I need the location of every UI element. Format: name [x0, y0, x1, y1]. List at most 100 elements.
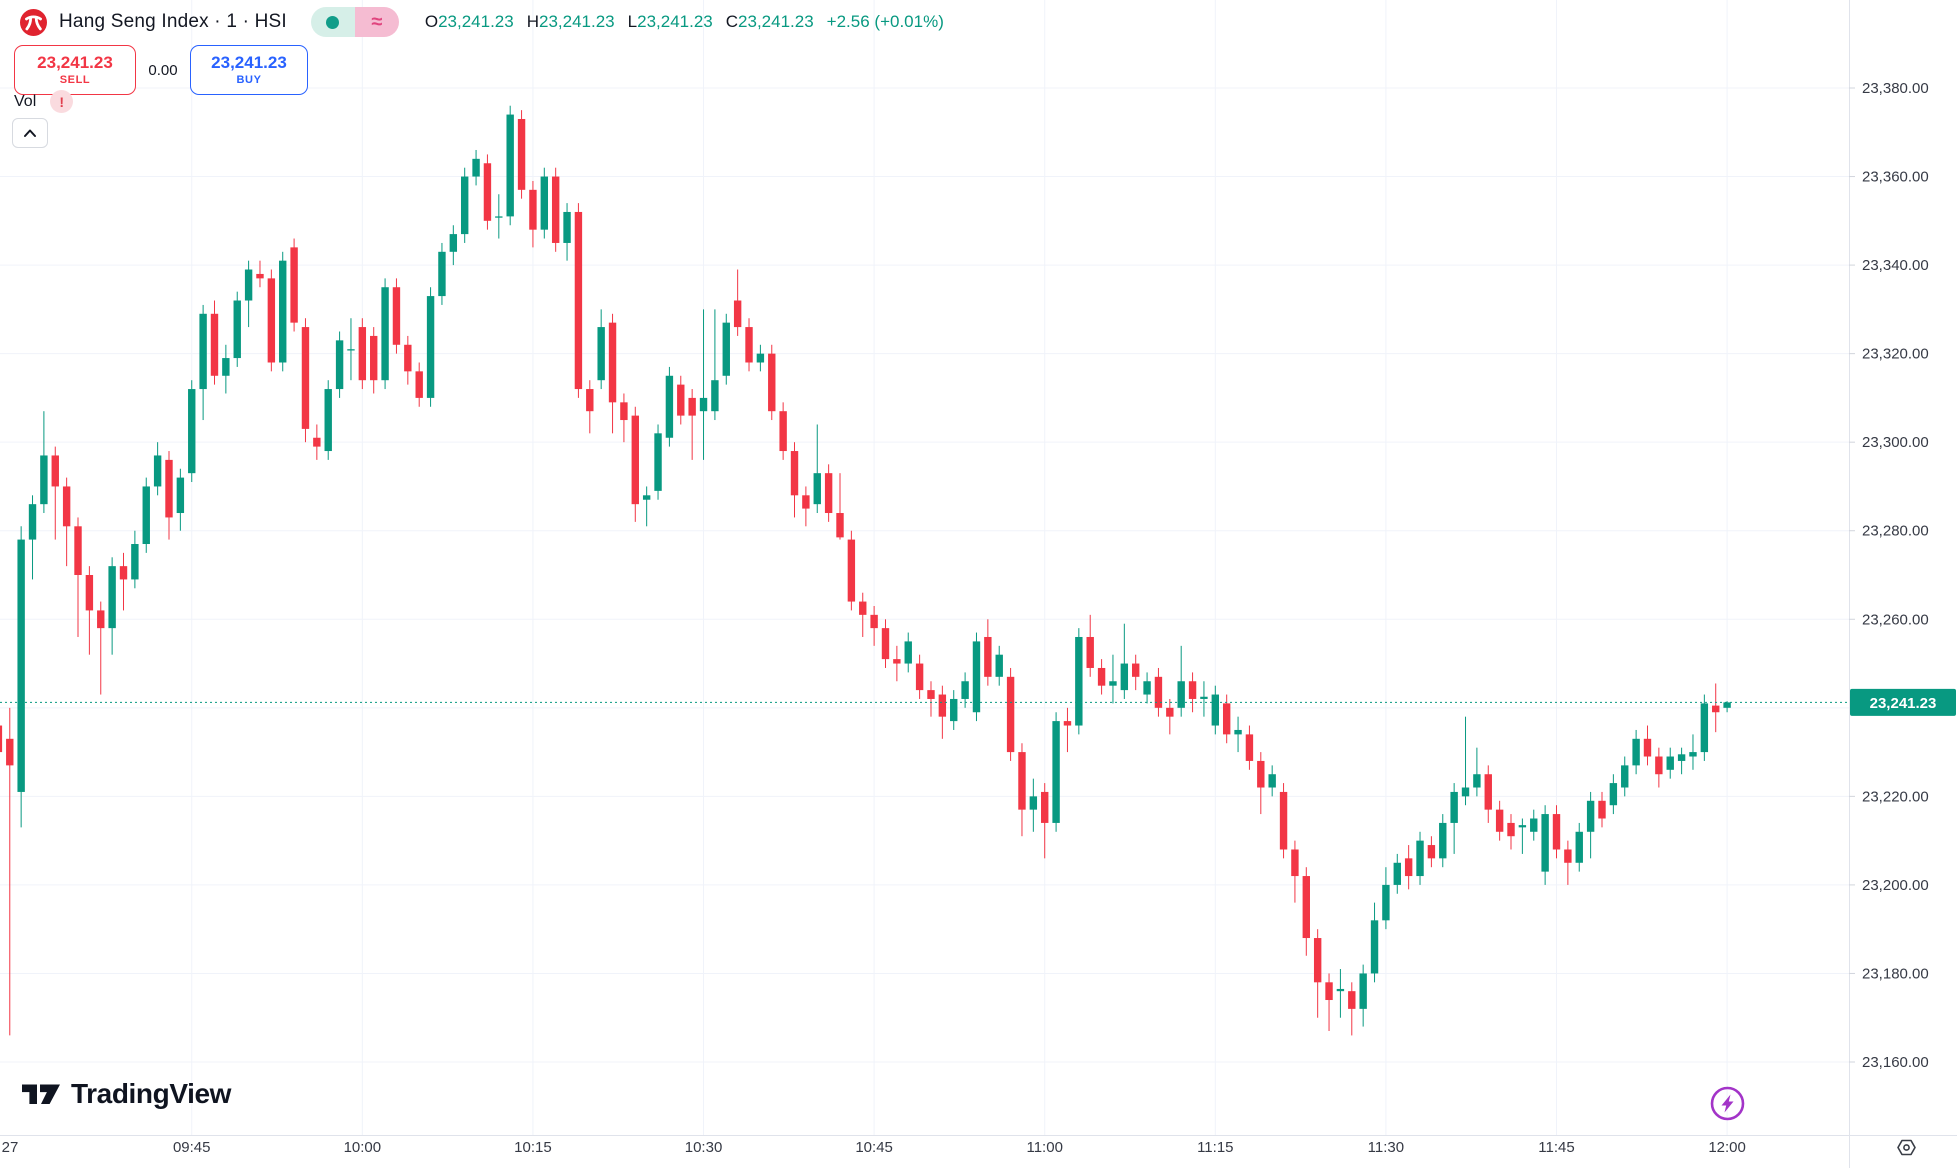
candle [927, 681, 935, 717]
candle-body [1404, 858, 1413, 877]
price-axis-label: 23,200.00 [1862, 877, 1929, 894]
candle-body [586, 389, 594, 412]
candle-body [1291, 849, 1299, 877]
volume-indicator-label[interactable]: Vol [14, 92, 37, 110]
candle [1166, 698, 1174, 735]
candle-body [1063, 721, 1072, 726]
candle [153, 442, 162, 496]
candle-body [506, 114, 514, 217]
price-axis-label: 23,260.00 [1862, 611, 1929, 628]
candle-body [1575, 831, 1583, 863]
candle [1018, 743, 1026, 837]
candle [256, 260, 264, 288]
buy-button[interactable]: 23,241.23 BUY [190, 45, 308, 95]
candle-body [802, 495, 810, 509]
collapse-panel-button[interactable] [12, 118, 48, 148]
candlestick-series [0, 105, 1731, 1036]
candle [1006, 667, 1015, 761]
candle-body [40, 455, 48, 505]
candle-body [370, 335, 378, 381]
candle-body [1586, 800, 1595, 832]
trade-panel: 23,241.23 SELL 0.00 23,241.23 BUY [14, 45, 308, 95]
candle [1643, 725, 1652, 766]
symbol-title[interactable]: Hang Seng Index · 1 · HSI [59, 11, 287, 32]
candle [1575, 822, 1583, 872]
indicator-warning-icon[interactable]: ! [50, 90, 74, 113]
symbol-header: Hang Seng Index · 1 · HSI ≈ O23,241.23 H… [20, 7, 944, 37]
candle-body [28, 504, 37, 540]
candle-body [654, 433, 662, 491]
candle [995, 645, 1003, 686]
candle [904, 632, 912, 673]
candle-body [495, 216, 503, 218]
candle-body [1393, 862, 1401, 885]
tradingview-watermark[interactable]: TradingView [22, 1075, 231, 1113]
candle [17, 526, 25, 828]
time-axis-label: 10:15 [514, 1139, 552, 1156]
candle-body [859, 601, 867, 615]
candle-body [1211, 694, 1220, 726]
candle [1268, 765, 1276, 797]
candle-body [1109, 681, 1117, 686]
candle-body [551, 176, 560, 243]
candle-body [904, 641, 912, 664]
candle [1325, 973, 1333, 1032]
candle [563, 203, 571, 261]
sell-button[interactable]: 23,241.23 SELL [14, 45, 136, 95]
candle-body [1541, 814, 1549, 872]
candle [370, 327, 378, 394]
instant-trading-button[interactable] [1709, 1085, 1746, 1122]
candle-body [1552, 814, 1561, 850]
candle [915, 654, 924, 699]
candle-body [62, 486, 71, 527]
time-axis[interactable]: 27 09:45 10:00 10:15 10:30 10:45 11:00 11:15 11:… [2, 1139, 1746, 1156]
candle-body [1075, 636, 1083, 726]
candle [642, 486, 651, 527]
candle [699, 309, 708, 460]
candle-body [1132, 663, 1140, 677]
candle [790, 442, 799, 518]
axis-settings-button[interactable] [1896, 1137, 1917, 1158]
market-status-badge[interactable]: ≈ [310, 7, 399, 37]
price-axis[interactable]: 23,380.00 23,360.00 23,340.00 23,320.00 23,3… [1849, 80, 1929, 1071]
delayed-data-icon: ≈ [354, 7, 399, 37]
candle-body [153, 455, 162, 487]
candle-body [1632, 738, 1640, 766]
candle-body [1143, 681, 1151, 695]
candle [813, 424, 821, 514]
candle [165, 451, 173, 540]
candle-body [392, 287, 401, 345]
time-axis-label: 11:30 [1368, 1139, 1404, 1156]
candle-body [1029, 796, 1038, 810]
candle-body [631, 415, 639, 505]
price-axis-label: 23,220.00 [1862, 788, 1929, 805]
candle [222, 344, 230, 394]
candle-body [938, 694, 947, 717]
candle-body [279, 260, 287, 363]
candle [1473, 747, 1481, 797]
candle [1370, 902, 1379, 983]
sell-label: SELL [59, 74, 91, 86]
candle [290, 238, 298, 332]
candle-body [1416, 840, 1424, 877]
candle-body [85, 575, 94, 611]
candle-body [1279, 791, 1288, 850]
candle [1382, 867, 1390, 930]
candle [506, 105, 514, 226]
close-label: C [725, 12, 739, 31]
candle-body [1154, 676, 1163, 708]
open-label: O [424, 12, 439, 31]
candle-body [324, 389, 332, 452]
candle-body [335, 340, 344, 390]
high-label: H [526, 12, 539, 31]
candle [1530, 809, 1538, 841]
price-axis-label: 23,360.00 [1862, 169, 1929, 186]
candle [1188, 672, 1197, 713]
low-label: L [627, 12, 638, 31]
candle-body [415, 371, 423, 398]
candle [688, 389, 696, 460]
candle [950, 690, 958, 730]
candle [1586, 791, 1595, 859]
candle [1598, 791, 1606, 828]
